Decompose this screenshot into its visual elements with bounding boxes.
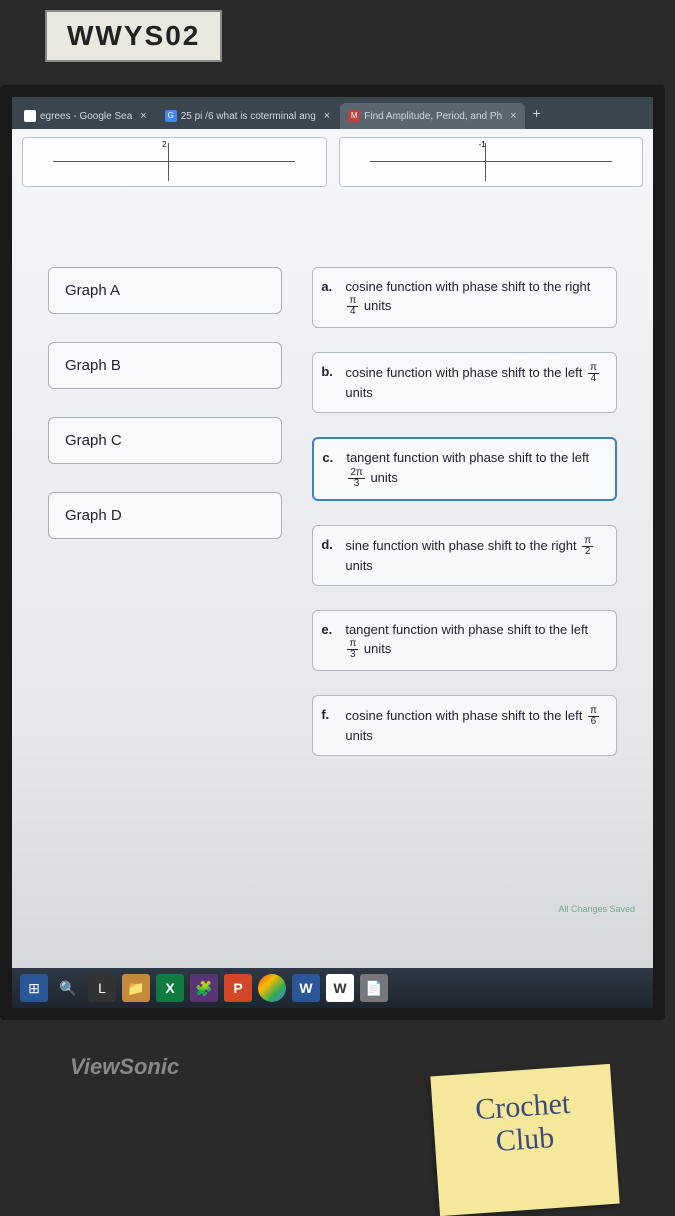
matching-area: Graph A Graph B Graph C Graph D a. cosin… [18, 267, 647, 756]
answer-option[interactable]: f. cosine function with phase shift to t… [312, 695, 617, 756]
tab-label: 25 pi /6 what is coterminal ang [181, 111, 316, 122]
answer-option[interactable]: d. sine function with phase shift to the… [312, 525, 617, 586]
graph-button[interactable]: Graph A [48, 267, 282, 314]
save-status: All Changes Saved [558, 904, 635, 914]
close-icon[interactable]: × [324, 110, 330, 122]
mini-graph[interactable]: 2 [22, 137, 327, 187]
answer-text: cosine function with phase shift to the … [345, 363, 604, 402]
graph-button[interactable]: Graph D [48, 492, 282, 539]
mini-graph[interactable]: -1 [339, 137, 644, 187]
powerpoint-icon[interactable]: P [224, 974, 252, 1002]
answer-column: a. cosine function with phase shift to t… [312, 267, 617, 756]
answer-text: cosine function with phase shift to the … [345, 278, 604, 317]
new-tab-button[interactable]: + [527, 105, 547, 121]
excel-icon[interactable]: X [156, 974, 184, 1002]
file-explorer-icon[interactable]: 📁 [122, 974, 150, 1002]
browser-tab-bar: egrees - Google Sea × G 25 pi /6 what is… [12, 97, 653, 129]
answer-letter: d. [321, 536, 337, 575]
answer-option[interactable]: e. tangent function with phase shift to … [312, 610, 617, 671]
word-icon[interactable]: W [292, 974, 320, 1002]
page-content: 2 -1 Graph A Graph B Graph C Graph D a. … [12, 129, 653, 968]
answer-text: sine function with phase shift to the ri… [345, 536, 604, 575]
monitor-brand: ViewSonic [70, 1054, 179, 1080]
start-button[interactable]: ⊞ [20, 974, 48, 1002]
chrome-icon[interactable] [258, 974, 286, 1002]
tab-label: egrees - Google Sea [40, 111, 132, 122]
graph-buttons-column: Graph A Graph B Graph C Graph D [48, 267, 282, 756]
tab-favicon: G [165, 110, 177, 122]
taskbar: ⊞ 🔍 L 📁 X 🧩 P W W 📄 [12, 968, 653, 1008]
tab-favicon: M [348, 110, 360, 122]
answer-letter: a. [321, 278, 337, 317]
tab-label: Find Amplitude, Period, and Ph [364, 111, 502, 122]
answer-letter: c. [322, 449, 338, 488]
close-icon[interactable]: × [510, 110, 516, 122]
taskbar-app-icon[interactable]: W [326, 974, 354, 1002]
search-icon[interactable]: 🔍 [54, 974, 82, 1002]
answer-letter: f. [321, 706, 337, 745]
answer-option-selected[interactable]: c. tangent function with phase shift to … [312, 437, 617, 500]
answer-option[interactable]: b. cosine function with phase shift to t… [312, 352, 617, 413]
browser-tab-active[interactable]: M Find Amplitude, Period, and Ph × [340, 103, 524, 129]
screen: egrees - Google Sea × G 25 pi /6 what is… [0, 85, 665, 1020]
taskbar-app-icon[interactable]: 📄 [360, 974, 388, 1002]
answer-option[interactable]: a. cosine function with phase shift to t… [312, 267, 617, 328]
tab-favicon [24, 110, 36, 122]
monitor-label: WWYS02 [45, 10, 222, 62]
answer-text: tangent function with phase shift to the… [345, 621, 604, 660]
graph-button[interactable]: Graph C [48, 417, 282, 464]
graph-button[interactable]: Graph B [48, 342, 282, 389]
answer-letter: e. [321, 621, 337, 660]
taskbar-app-icon[interactable]: 🧩 [190, 974, 218, 1002]
sticky-note: Crochet Club [430, 1064, 619, 1216]
answer-text: cosine function with phase shift to the … [345, 706, 604, 745]
close-icon[interactable]: × [140, 110, 146, 122]
browser-tab[interactable]: egrees - Google Sea × [16, 103, 155, 129]
graph-thumbnails: 2 -1 [18, 137, 647, 187]
answer-letter: b. [321, 363, 337, 402]
answer-text: tangent function with phase shift to the… [346, 449, 603, 488]
browser-tab[interactable]: G 25 pi /6 what is coterminal ang × [157, 103, 339, 129]
taskbar-app-icon[interactable]: L [88, 974, 116, 1002]
